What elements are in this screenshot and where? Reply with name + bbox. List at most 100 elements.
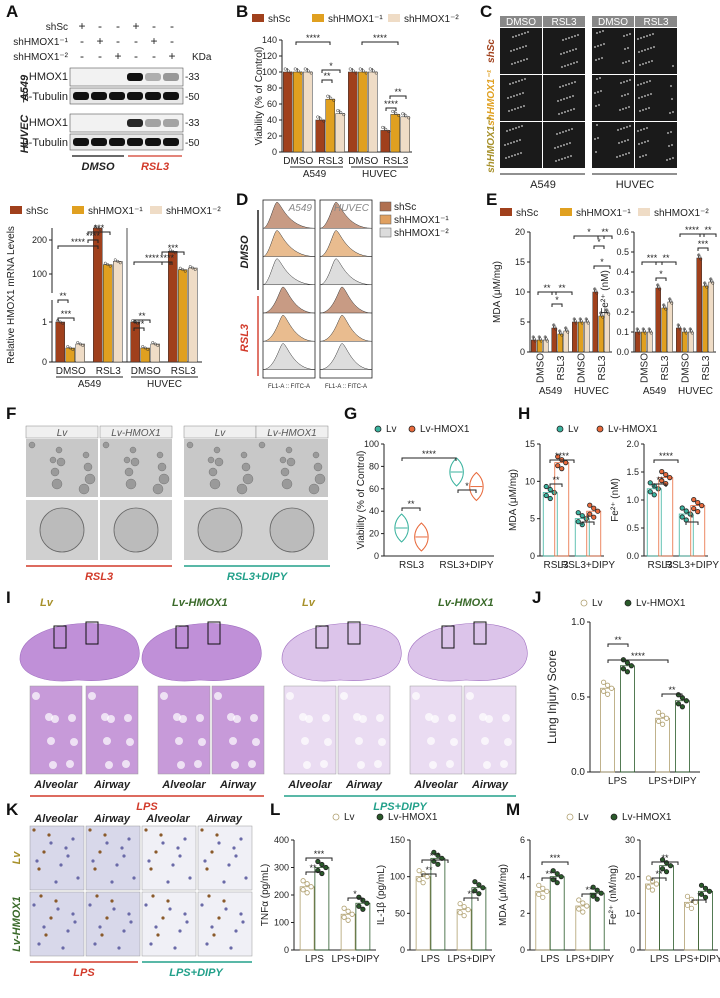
i-alveolus xyxy=(88,692,96,700)
f-organoid xyxy=(313,462,323,472)
c-header-bg xyxy=(592,16,634,27)
bar xyxy=(335,113,345,153)
k-stain-dot xyxy=(234,929,238,933)
y-tick-label: 100 xyxy=(262,67,277,77)
group-label: HUVEC xyxy=(574,386,609,397)
i-alveolus xyxy=(481,737,489,745)
i-alveolus xyxy=(194,760,202,768)
data-point xyxy=(533,339,537,343)
data-point xyxy=(116,259,120,263)
c-cell-dot xyxy=(595,59,597,61)
data-point xyxy=(664,307,668,311)
bar xyxy=(140,347,150,363)
y-tick-label: 0.2 xyxy=(616,307,629,317)
sig-bracket xyxy=(321,79,333,83)
k-stain-dot xyxy=(132,876,136,880)
data-point xyxy=(339,111,343,115)
c-cell-dot xyxy=(568,37,570,39)
data-point xyxy=(679,505,685,511)
x-tick-label: LPS xyxy=(421,954,440,965)
data-point xyxy=(539,339,543,343)
y-axis-label: Viability (% of Control) xyxy=(356,451,367,550)
x-tick-label: RSL3+DIPY xyxy=(439,560,494,571)
data-point xyxy=(183,269,187,273)
x-tick-label: LPS xyxy=(305,954,324,965)
data-point xyxy=(643,331,647,335)
bar xyxy=(348,71,358,153)
c-cell-dot xyxy=(520,106,522,108)
data-point xyxy=(371,69,375,73)
c-cell-dot xyxy=(651,60,653,62)
y-tick-label: 100 xyxy=(274,918,289,928)
k-stain-dot xyxy=(56,907,60,911)
y-tick-label: 0.5 xyxy=(616,247,629,257)
data-point xyxy=(58,320,62,324)
sig-stars: *** xyxy=(430,851,441,861)
sig-stars: *** xyxy=(94,223,105,233)
a-band-tubulin xyxy=(109,92,125,100)
bar xyxy=(75,343,85,363)
c-cell-dot xyxy=(523,59,525,61)
sig-bracket xyxy=(549,459,575,463)
sig-bracket xyxy=(551,303,563,307)
c-cell-dot xyxy=(514,62,516,64)
y-axis-label: MDA (μM/mg) xyxy=(508,469,519,531)
k-row-label: Lv-HMOX1 xyxy=(11,896,23,952)
y-tick-label: 0 xyxy=(42,357,47,367)
bar xyxy=(542,492,558,557)
c-cell-dot xyxy=(638,51,640,53)
data-point xyxy=(679,704,686,710)
data-point xyxy=(361,69,365,73)
c-cell-dot xyxy=(672,111,674,113)
c-cell-dot xyxy=(515,127,517,129)
x-tick-label: RSL3 xyxy=(399,560,424,571)
data-point xyxy=(476,891,482,897)
k-stain-dot xyxy=(149,942,153,946)
a-mw-50-1: -50 xyxy=(185,92,200,103)
c-cell-dot xyxy=(671,98,673,100)
c-cell-dot xyxy=(646,81,648,83)
data-point xyxy=(559,466,565,472)
data-point xyxy=(349,911,355,917)
a-mw-33-2: -33 xyxy=(185,118,200,129)
c-cell-dot xyxy=(638,143,640,145)
y-tick-label: 0.6 xyxy=(616,227,629,237)
a-sign: - xyxy=(170,34,174,48)
c-cell-dot xyxy=(509,83,511,85)
i-alveolus xyxy=(429,761,437,769)
c-micrograph xyxy=(500,75,542,121)
panel-label-j: J xyxy=(532,588,542,607)
panel-g-chart: Lv Lv-HMOX1 0 20 40 60 80 100 RSL3 RSL3+DIPY Viabi… xyxy=(356,424,494,571)
bar xyxy=(598,315,604,353)
data-point xyxy=(687,511,693,517)
x-tick-label: RSL3 xyxy=(171,366,196,377)
c-cell-dot xyxy=(558,113,560,115)
data-point xyxy=(600,688,607,694)
c-cell-dot xyxy=(568,129,570,131)
sig-stars: **** xyxy=(373,33,388,43)
i-alveolus xyxy=(504,738,512,746)
c-cell-dot xyxy=(650,93,652,95)
data-point xyxy=(706,888,713,894)
c-cell-dot xyxy=(627,47,629,49)
data-point xyxy=(404,114,408,118)
a-band-hmox1 xyxy=(145,73,161,81)
i-roi-box xyxy=(441,625,455,649)
y-axis-label: MDA (μM/mg) xyxy=(498,864,509,926)
k-stain-dot xyxy=(147,859,151,863)
k-stain-dot xyxy=(112,907,116,911)
sig-stars: * xyxy=(586,513,590,523)
a-cell-a549: A549 xyxy=(19,74,31,102)
c-cell-dot xyxy=(637,38,639,40)
c-cell-dot xyxy=(518,80,520,82)
data-point xyxy=(698,882,705,888)
k-stain-dot xyxy=(161,916,165,920)
legend-label: Lv-HMOX1 xyxy=(636,598,686,609)
c-cell-dot xyxy=(670,85,672,87)
data-point xyxy=(554,880,560,886)
data-point xyxy=(695,499,701,506)
data-point xyxy=(351,69,355,73)
c-cell-dot xyxy=(620,128,622,130)
k-stain-dot xyxy=(49,841,53,845)
f-organoid xyxy=(279,456,287,464)
